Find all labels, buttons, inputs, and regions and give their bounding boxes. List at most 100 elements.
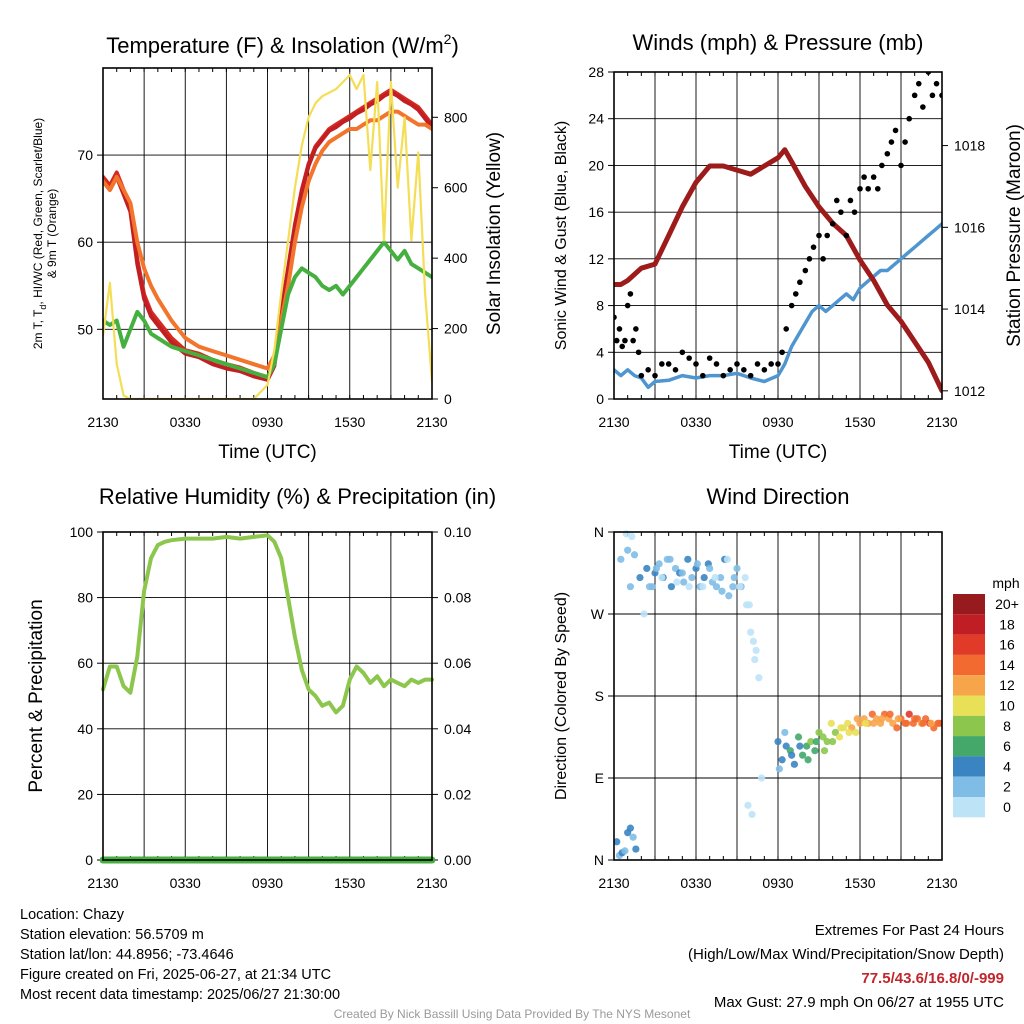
colorbar-swatch (953, 756, 985, 777)
y-tick-label-right: 0.00 (444, 852, 471, 868)
series-line-station-pressure (614, 147, 942, 394)
temperature-panel: Temperature (F) & Insolation (W/m2) 50 60 7… (31, 31, 505, 463)
gust-point (906, 115, 912, 122)
colorbar-title: mph (992, 575, 1019, 591)
direction-point (861, 719, 870, 727)
direction-point (736, 583, 744, 591)
gust-point (659, 361, 665, 367)
gust-point (652, 372, 658, 379)
colorbar-swatch (953, 715, 985, 737)
direction-point (636, 573, 644, 582)
x-tick-label: 0930 (252, 414, 283, 430)
direction-point (630, 551, 639, 559)
wind-direction-panel: Wind Direction N E S W N 2130 0330 0930 1530 2130 D… (553, 484, 1020, 891)
direction-point (699, 583, 707, 591)
gust-point (783, 326, 789, 332)
gust-point (624, 302, 631, 309)
direction-point (790, 760, 799, 768)
gust-point (720, 372, 727, 379)
x-tick-label: 0330 (680, 875, 711, 891)
plot-border (613, 531, 943, 861)
direction-point (730, 573, 738, 582)
gust-point (884, 150, 891, 157)
direction-point (614, 838, 621, 846)
direction-point (666, 555, 674, 563)
gust-point (761, 367, 768, 373)
direction-point (733, 564, 741, 573)
y-tick-label-left: 60 (77, 655, 93, 671)
gust-point (929, 92, 936, 99)
y-tick-label-right: 1014 (954, 301, 985, 317)
gust-point (915, 80, 922, 87)
created-text: Figure created on Fri, 2025-06-27, at 21… (20, 967, 332, 983)
direction-point (755, 674, 763, 682)
direction-point (774, 737, 782, 746)
direction-point (632, 845, 640, 853)
direction-point (927, 719, 935, 727)
direction-point (837, 724, 845, 732)
direction-point (823, 737, 831, 746)
direction-point (685, 583, 693, 591)
gust-point (892, 127, 899, 134)
direction-point (741, 573, 749, 582)
gust-point (747, 372, 754, 379)
x-tick-label: 0330 (170, 875, 201, 891)
colorbar-label: 2 (1003, 779, 1011, 795)
y-tick-label-right: 1012 (954, 383, 985, 399)
x-tick-label: 2130 (926, 414, 957, 430)
y-tick-label-right: 0 (444, 391, 452, 407)
direction-point (794, 733, 803, 741)
gust-point (672, 367, 679, 373)
gust-point (616, 326, 623, 332)
series-line-solar (103, 73, 432, 399)
colorbar-swatch (953, 675, 985, 696)
x-tick-label: 1530 (844, 875, 875, 891)
colorbar-swatch (953, 614, 985, 635)
direction-point (811, 747, 819, 755)
x-tick-label: 2130 (598, 875, 629, 891)
y-tick-label-left: 40 (77, 721, 93, 737)
colorbar-label: 6 (1003, 738, 1011, 754)
x-tick-label: 0930 (762, 875, 793, 891)
direction-point (725, 592, 733, 600)
gust-point (779, 349, 785, 356)
y-tick-label-left: 8 (596, 298, 604, 314)
y-tick-label-left: 4 (596, 344, 604, 360)
direction-point (748, 810, 756, 819)
gust-point (686, 355, 692, 361)
direction-point (751, 655, 759, 664)
series-line-relative-humidity (101, 533, 434, 715)
x-tick-label: 1530 (334, 875, 365, 891)
direction-point (758, 774, 766, 782)
series-line-9mt (103, 109, 432, 371)
direction-point (796, 742, 804, 750)
y-axis-label-left: Sonic Wind & Gust (Blue, Black) (553, 121, 570, 350)
y-tick-label-left: 20 (588, 157, 604, 173)
direction-point (718, 587, 726, 595)
direction-point (749, 637, 758, 645)
y-tick-label-right: 0.06 (444, 655, 471, 671)
gust-point (933, 80, 940, 87)
direction-point (742, 601, 751, 609)
x-tick-label: 2130 (416, 414, 447, 430)
gust-point (920, 104, 926, 110)
direction-point (645, 583, 654, 591)
x-tick-label: 2130 (926, 875, 957, 891)
extremes-title: Extremes For Past 24 Hours (814, 922, 1004, 939)
gust-point (802, 267, 809, 274)
y-axis-label-left: Direction (Colored By Speed) (553, 592, 570, 800)
extremes-values: 77.5/43.6/16.8/0/-999 (861, 970, 1004, 987)
colorbar-swatch (953, 797, 985, 818)
series-line-hiwc (103, 90, 432, 382)
gust-point (622, 337, 628, 344)
gust-point (816, 232, 822, 239)
direction-point (894, 715, 902, 723)
gust-point (713, 361, 720, 367)
colorbar-swatch (953, 654, 985, 676)
direction-point (626, 583, 635, 591)
y-tick-label-left: N (594, 524, 604, 540)
colorbar-label: 10 (999, 698, 1015, 714)
direction-point (812, 737, 820, 746)
colorbar-label: 16 (999, 637, 1015, 653)
